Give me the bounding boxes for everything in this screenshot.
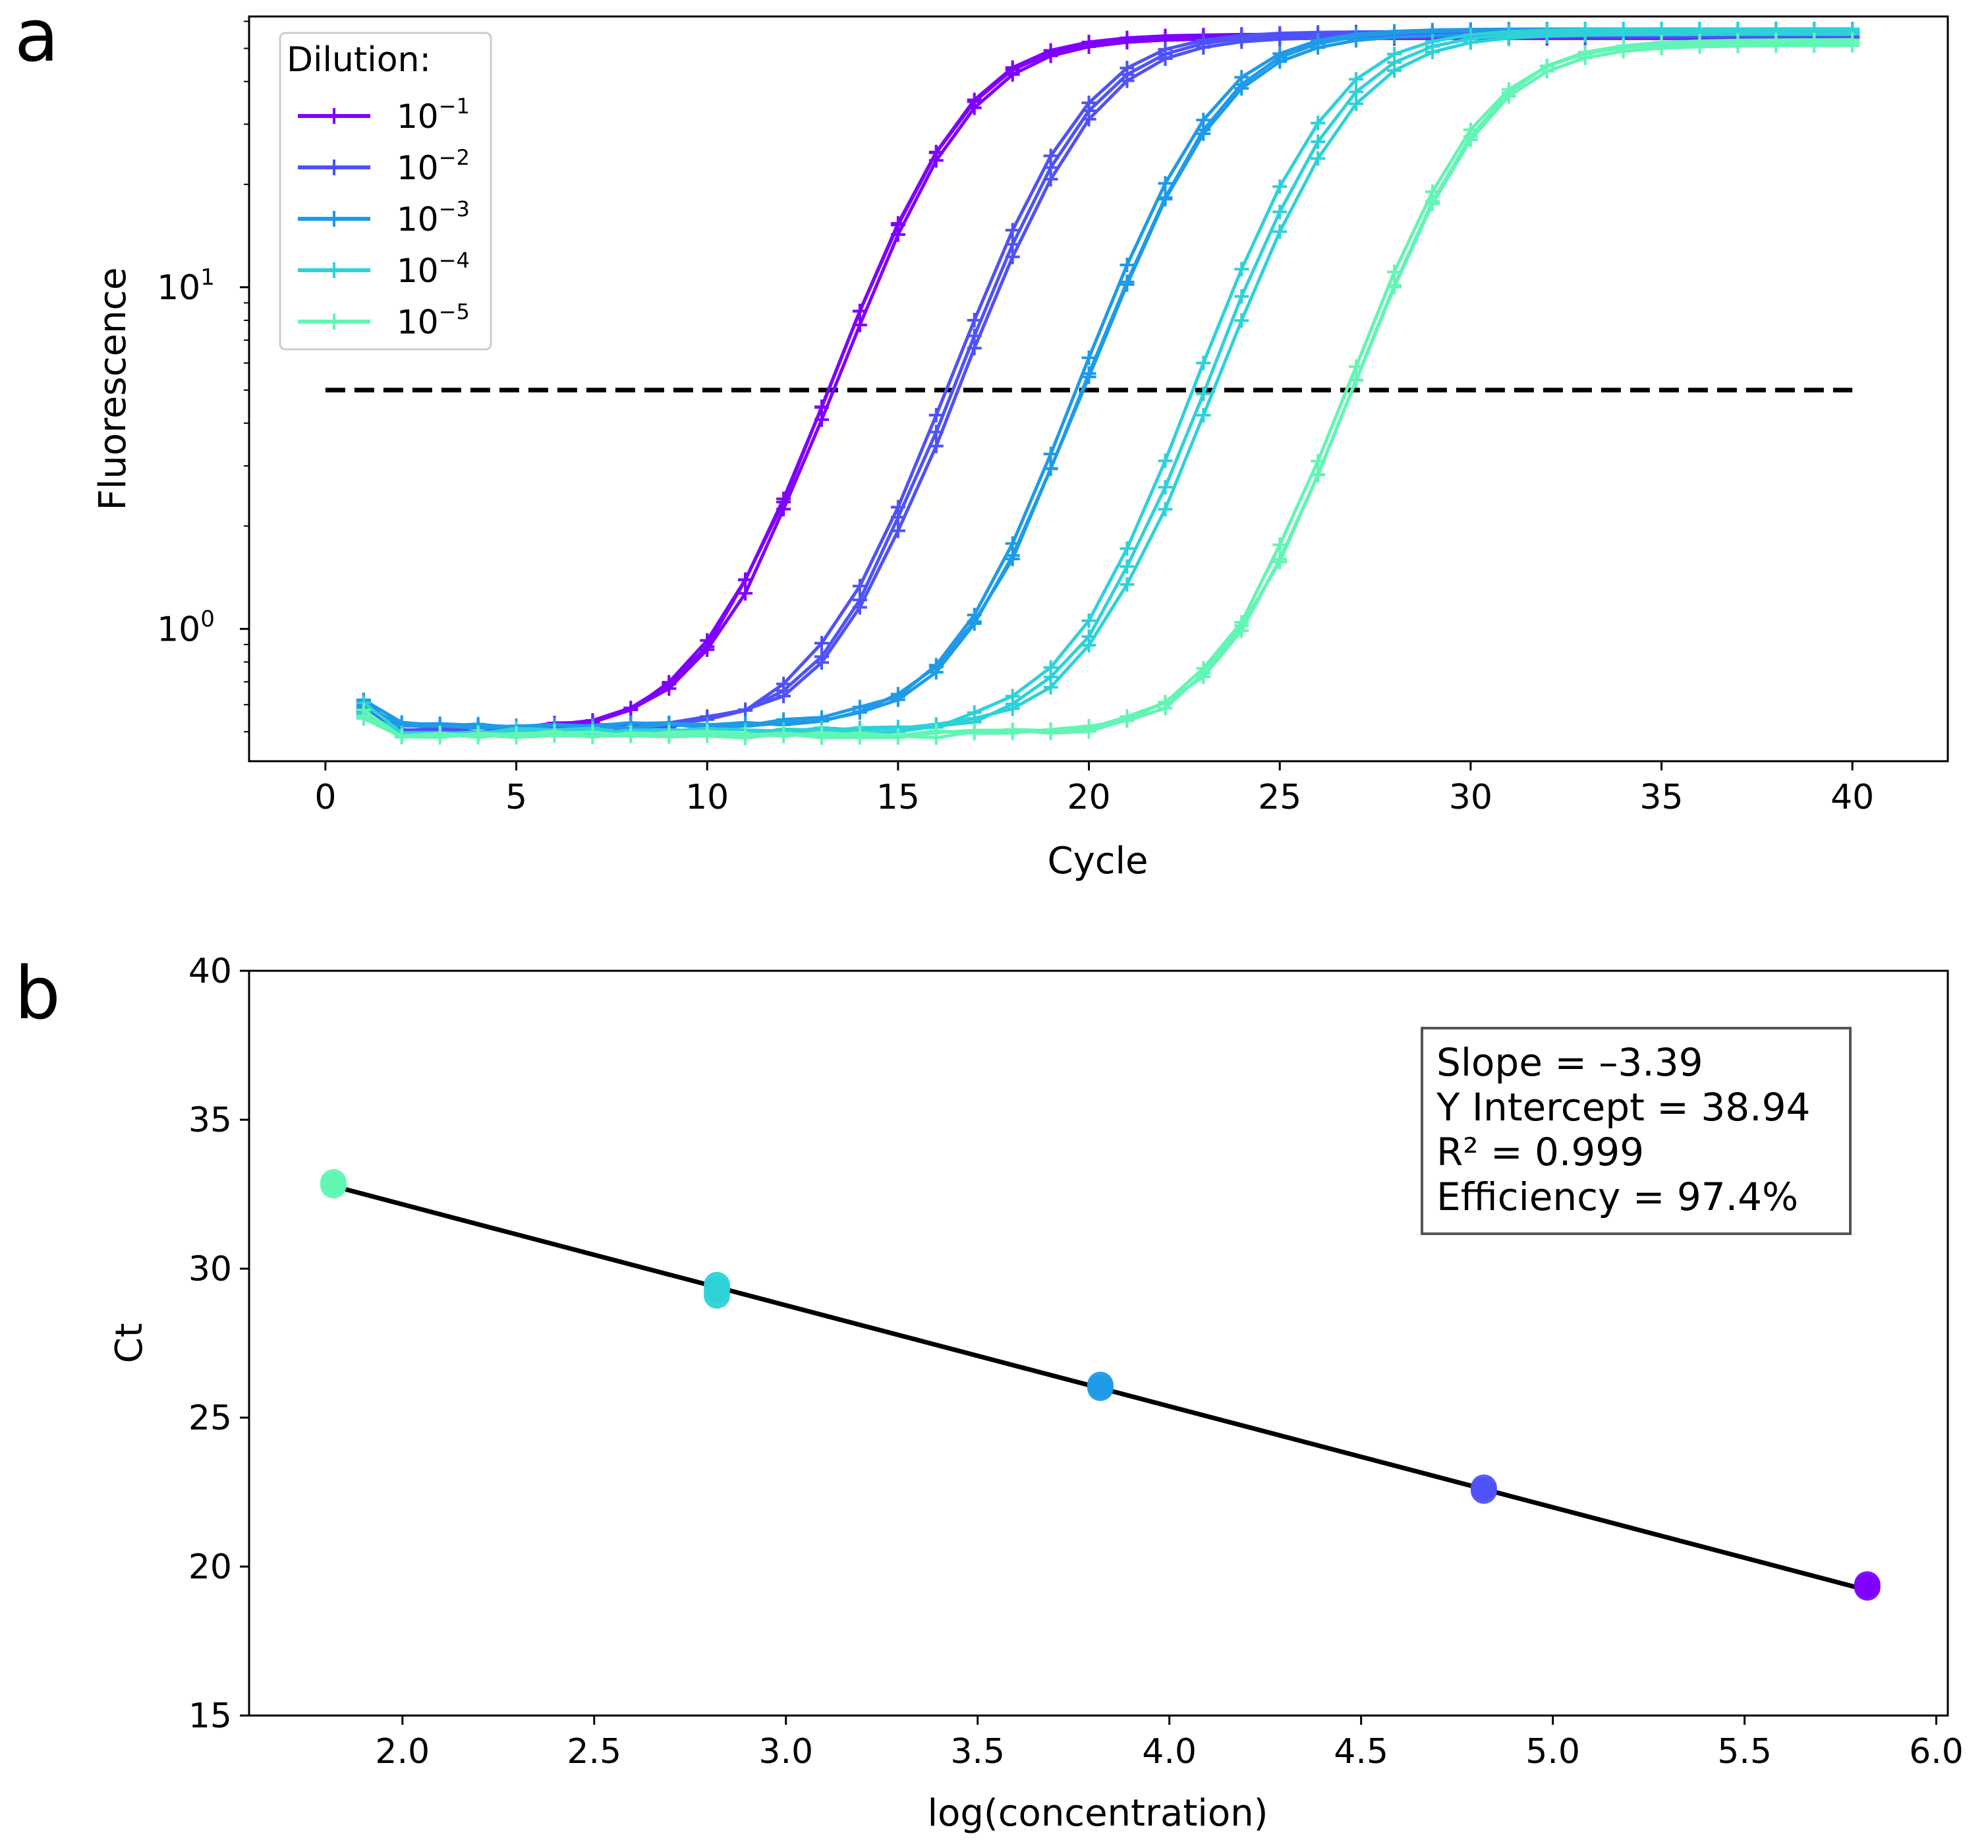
legend-item: 10−5 [298, 299, 470, 341]
std-y-tick-label: 20 [188, 1547, 232, 1587]
legend-label: 10−5 [397, 299, 470, 341]
std-x-tick-label: 2.5 [567, 1732, 621, 1772]
amp-x-tick-label: 0 [314, 778, 336, 817]
std-x-tick-label: 2.0 [375, 1732, 430, 1772]
stats-r-squared: R² = 0.999 [1436, 1130, 1644, 1174]
std-x-tick-label: 5.0 [1525, 1732, 1580, 1772]
stats-efficiency: Efficiency = 97.4% [1436, 1174, 1798, 1219]
amp-x-tick-label: 25 [1258, 778, 1301, 817]
amp-x-tick-label: 35 [1639, 778, 1683, 817]
stats-intercept: Y Intercept = 38.94 [1436, 1085, 1810, 1130]
stats-slope: Slope = –3.39 [1436, 1040, 1703, 1085]
replicate-line [362, 43, 1853, 739]
legend-item: 10−4 [298, 248, 470, 290]
amplification-series [356, 21, 1860, 745]
replicate-line [362, 38, 1853, 740]
dilution-legend: Dilution: 10−1 10−2 10−3 10−4 10−5 [279, 32, 492, 351]
legend-swatch-marker [326, 159, 342, 175]
ct-point [1854, 1571, 1881, 1598]
legend-swatch-marker [326, 314, 342, 330]
amplification-x-axis-label: Cycle [1047, 840, 1148, 882]
ct-point [703, 1271, 730, 1298]
replicate-markers [356, 32, 1860, 745]
standard-curve-x-axis-label: log(concentration) [928, 1792, 1268, 1835]
std-x-tick-label: 6.0 [1909, 1732, 1964, 1772]
legend-swatch-marker [326, 262, 342, 278]
standard-curve-points [320, 1169, 1881, 1601]
std-y-tick-label: 15 [188, 1696, 232, 1736]
std-y-tick-label: 30 [188, 1250, 232, 1289]
standard-curve-y-axis-label: Ct [108, 1323, 151, 1363]
legend-item: 10−1 [298, 94, 470, 136]
amp-y-tick-label: 101 [157, 264, 215, 308]
amplification-ticks: 0 5 10 15 20 25 30 35 40 100 101 [157, 20, 1874, 817]
stats-box-frame [1421, 1027, 1852, 1235]
amp-x-tick-label: 15 [876, 778, 920, 817]
legend-item: 10−2 [298, 145, 470, 187]
amplification-plot-frame [248, 15, 1949, 763]
std-y-tick-label: 40 [188, 952, 232, 991]
series-10^-5 [356, 32, 1860, 745]
std-x-tick-label: 4.5 [1334, 1732, 1388, 1772]
legend-item: 10−3 [298, 196, 470, 239]
panel-b-letter: b [14, 951, 61, 1035]
amp-x-tick-label: 20 [1067, 778, 1110, 817]
amplification-chart: 0 5 10 15 20 25 30 35 40 100 101 Cycle Fluorescenc… [92, 15, 1949, 882]
amp-x-tick-label: 10 [685, 778, 729, 817]
replicate-line [362, 32, 1853, 737]
standard-curve-ticks: 2.0 2.5 3.0 3.5 4.0 4.5 5.0 5.5 6.0 15 20 25 30 35 40 [188, 952, 1964, 1772]
panel-a-letter: a [14, 0, 59, 78]
std-y-tick-label: 35 [188, 1101, 232, 1140]
legend-items: 10−1 10−2 10−3 10−4 10−5 [298, 94, 470, 341]
standard-curve-plot-frame [248, 969, 1949, 1717]
ct-point [1470, 1474, 1497, 1501]
amp-x-tick-label: 30 [1449, 778, 1492, 817]
amp-x-tick-label: 5 [505, 778, 527, 817]
ct-point [1087, 1372, 1114, 1399]
legend-swatch-marker [326, 211, 342, 227]
amplification-y-axis-label: Fluorescence [92, 268, 134, 511]
standard-curve-chart: 2.0 2.5 3.0 3.5 4.0 4.5 5.0 5.5 6.0152025303540 … [108, 952, 1964, 1835]
legend-label: 10−2 [397, 145, 470, 187]
std-x-tick-label: 3.0 [758, 1732, 813, 1772]
legend-swatch-marker [326, 108, 342, 124]
std-x-tick-label: 5.5 [1717, 1732, 1772, 1772]
ct-point [320, 1169, 347, 1196]
std-x-tick-label: 3.5 [950, 1732, 1005, 1772]
std-x-tick-label: 4.0 [1142, 1732, 1197, 1772]
legend-label: 10−3 [397, 196, 470, 239]
std-y-tick-label: 25 [188, 1399, 232, 1438]
legend-title: Dilution: [287, 40, 431, 80]
stats-box: Slope = –3.39 Y Intercept = 38.94 R² = 0… [1421, 1027, 1852, 1235]
legend-label: 10−1 [397, 94, 470, 136]
amp-x-tick-label: 40 [1831, 778, 1874, 817]
amp-y-tick-label: 100 [157, 606, 215, 649]
legend-label: 10−4 [397, 248, 470, 290]
